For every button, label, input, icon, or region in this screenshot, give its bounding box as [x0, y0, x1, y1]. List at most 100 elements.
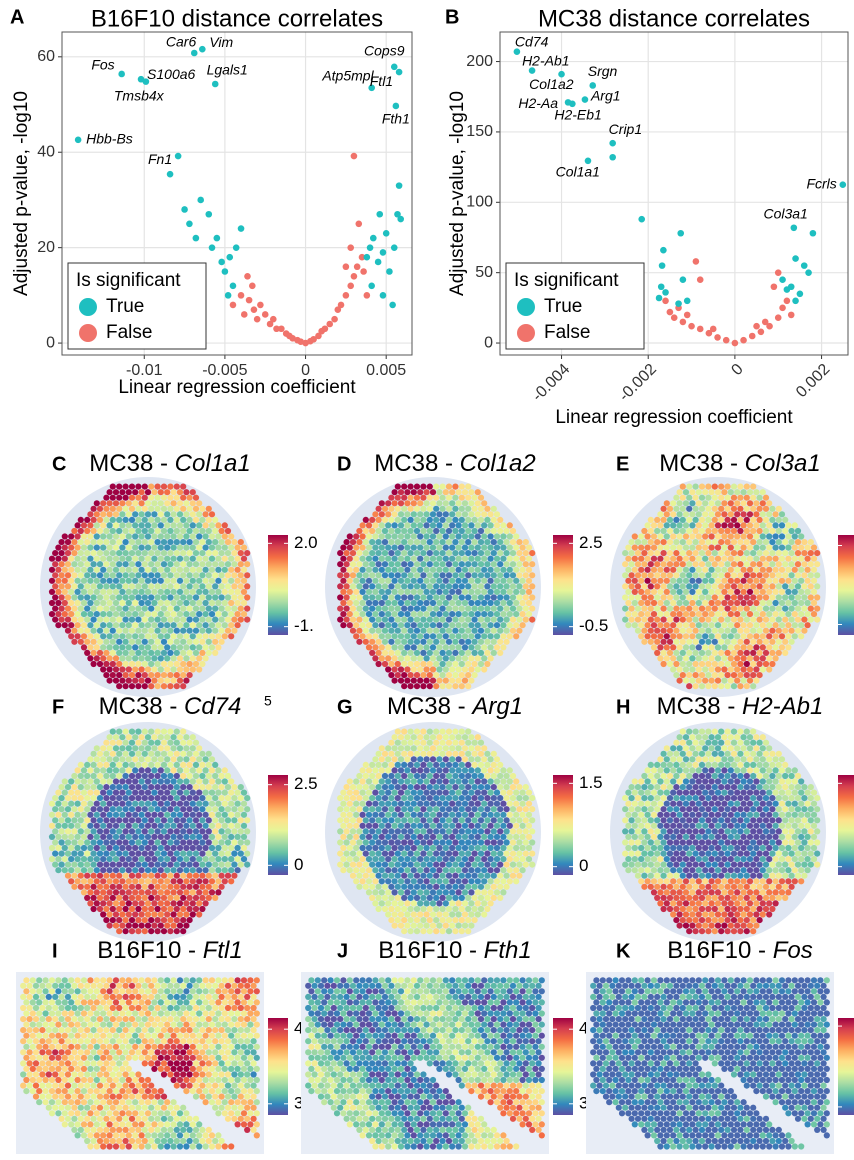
spot — [366, 567, 372, 573]
spot — [728, 589, 734, 595]
spot — [372, 801, 378, 807]
spot — [478, 884, 484, 890]
spot — [763, 506, 769, 512]
colorbar — [838, 535, 854, 635]
spot — [87, 756, 93, 762]
spot — [661, 628, 667, 634]
spot — [203, 790, 209, 796]
spot — [222, 622, 228, 628]
spot — [132, 812, 138, 818]
spot — [148, 917, 154, 923]
spot — [171, 644, 177, 650]
spot — [87, 600, 93, 606]
spot — [446, 917, 452, 923]
spot — [379, 878, 385, 884]
spot — [507, 845, 513, 851]
spot — [379, 567, 385, 573]
spot — [62, 611, 68, 617]
spot — [107, 500, 113, 506]
spot — [488, 812, 494, 818]
spot — [408, 617, 414, 623]
spot — [641, 528, 647, 534]
spot — [484, 773, 490, 779]
spot — [478, 528, 484, 534]
spot — [417, 812, 423, 818]
point — [226, 254, 233, 261]
spot — [677, 734, 683, 740]
spot — [404, 756, 410, 762]
spot — [625, 578, 631, 584]
spot — [164, 578, 170, 584]
spot — [353, 801, 359, 807]
spot — [683, 533, 689, 539]
spot — [488, 567, 494, 573]
spot — [443, 767, 449, 773]
spot — [440, 661, 446, 667]
spot — [100, 778, 106, 784]
spot — [395, 839, 401, 845]
spot — [398, 500, 404, 506]
spot — [769, 561, 775, 567]
spot — [123, 506, 129, 512]
spot — [702, 589, 708, 595]
spot — [241, 856, 247, 862]
spot — [411, 767, 417, 773]
spot — [174, 639, 180, 645]
spot — [430, 845, 436, 851]
spot — [398, 823, 404, 829]
spot — [401, 773, 407, 779]
spot — [177, 489, 183, 495]
spot — [446, 839, 452, 845]
spot — [404, 545, 410, 551]
spot — [353, 856, 359, 862]
spot — [344, 539, 350, 545]
spot — [478, 806, 484, 812]
spot — [801, 606, 807, 612]
point — [659, 262, 666, 269]
spot — [507, 545, 513, 551]
spot — [177, 812, 183, 818]
spot — [129, 839, 135, 845]
spot — [747, 500, 753, 506]
spot — [78, 773, 84, 779]
spot — [484, 784, 490, 790]
spot — [177, 745, 183, 751]
spot — [241, 834, 247, 840]
spot — [510, 862, 516, 868]
spot — [97, 517, 103, 523]
spot — [741, 578, 747, 584]
spot — [84, 539, 90, 545]
spot — [180, 740, 186, 746]
spot — [721, 567, 727, 573]
spot — [436, 644, 442, 650]
spot — [167, 839, 173, 845]
spot — [635, 583, 641, 589]
spot — [433, 672, 439, 678]
spot — [174, 917, 180, 923]
spot — [440, 550, 446, 556]
spot — [203, 756, 209, 762]
spot — [497, 773, 503, 779]
spot — [97, 650, 103, 656]
spot — [158, 522, 164, 528]
spot — [731, 606, 737, 612]
spot — [385, 545, 391, 551]
spot — [404, 489, 410, 495]
spot — [667, 661, 673, 667]
point — [367, 244, 374, 251]
spot — [427, 873, 433, 879]
spot — [667, 751, 673, 757]
spot — [648, 539, 654, 545]
spot — [635, 606, 641, 612]
spot — [398, 511, 404, 517]
spot — [190, 511, 196, 517]
spot — [408, 762, 414, 768]
spot — [667, 650, 673, 656]
spot — [728, 522, 734, 528]
point — [270, 316, 277, 323]
spot — [385, 666, 391, 672]
spot — [741, 533, 747, 539]
spot — [769, 650, 775, 656]
spot — [404, 522, 410, 528]
spot — [398, 889, 404, 895]
